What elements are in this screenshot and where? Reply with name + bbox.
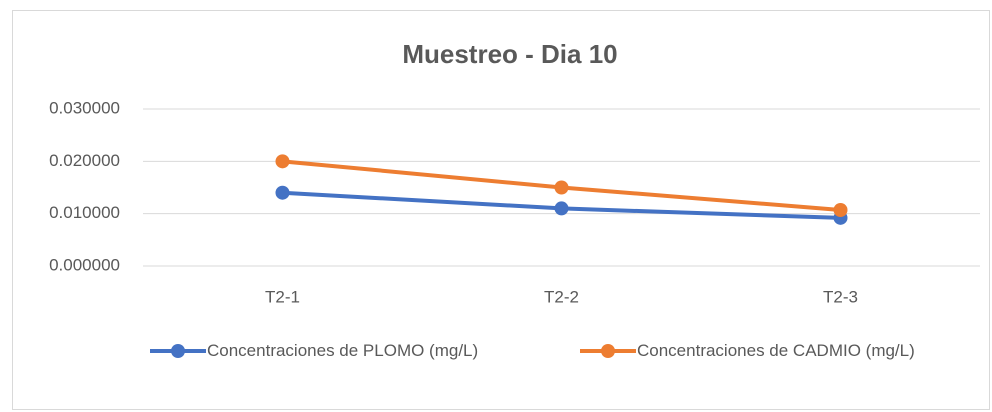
x-tick-label: T2-1 [265, 287, 300, 306]
y-tick-label: 0.010000 [49, 203, 120, 222]
data-point [554, 201, 569, 216]
chart-title: Muestreo - Dia 10 [402, 39, 617, 69]
legend-label: Concentraciones de PLOMO (mg/L) [207, 341, 479, 360]
y-tick-label: 0.020000 [49, 151, 120, 170]
x-tick-label: T2-2 [544, 287, 579, 306]
x-tick-label: T2-3 [823, 287, 858, 306]
y-tick-label: 0.030000 [49, 98, 120, 117]
legend-marker [171, 344, 185, 358]
y-tick-label: 0.000000 [49, 255, 120, 274]
data-point [275, 185, 290, 200]
data-point [275, 154, 290, 169]
data-point [554, 180, 569, 195]
legend-marker [601, 344, 615, 358]
legend-label: Concentraciones de CADMIO (mg/L) [637, 341, 915, 360]
data-point [833, 203, 848, 218]
chart-border [12, 10, 990, 410]
